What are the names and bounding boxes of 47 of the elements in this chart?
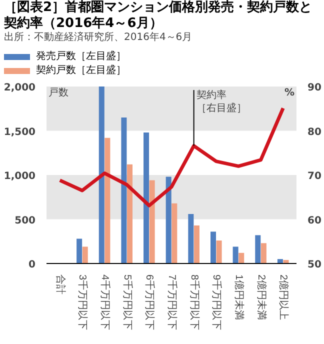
bar [98,86,104,264]
bar [127,164,133,264]
bar [277,259,283,264]
x-tick-label: 4千万円以下 [99,274,112,330]
x-tick-label: 1億円未満 [232,274,245,320]
bar [104,138,110,264]
y2-tick-label: 60 [308,216,322,227]
bar [216,240,222,264]
y-tick-label: 500 [14,216,36,227]
bar [144,132,150,264]
bar [210,232,216,264]
bar [149,180,155,264]
bar [232,246,238,264]
annotation: 契約率［右目盛］ [196,89,246,115]
y-tick-label: 1,000 [4,171,36,182]
y2-tick-label: 50 [308,260,322,271]
legend-label: 契約戸数［左目盛］ [36,64,126,78]
x-tick-label: 2億円未満 [255,274,268,320]
chart-title: ［図表2］首都圏マンション価格別発売・契約戸数と契約率（2016年4～6月） [4,0,314,32]
x-tick-label: 2億円以上 [278,274,290,320]
y-tick-label: 0 [28,260,36,271]
bar [121,118,127,264]
y2-tick-label: 90 [308,82,322,94]
bar [238,253,244,264]
x-tick-label: 8千万円以下 [188,274,200,330]
y2-tick-label: 80 [308,127,322,138]
bar [76,239,82,264]
y-axis-title: 戸数 [48,88,68,99]
x-tick-label: 7千万円以下 [166,274,178,330]
y2-tick-label: 70 [308,171,322,182]
y-tick-label: 2,000 [4,82,36,94]
chart-subtitle: 出所：不動産経済研究所、2016年4～6月 [4,32,192,44]
bar [82,246,88,264]
bar [260,243,266,264]
x-tick-label: 6千万円以下 [144,274,156,330]
bar [188,214,194,264]
x-tick-label: 5千万円以下 [121,274,134,330]
x-tick-label: 9千万円以下 [210,274,223,330]
legend-label: 発売戸数［左目盛］ [36,50,126,64]
bar [194,226,200,264]
y2-axis-title: % [284,88,295,99]
x-tick-label: 3千万円以下 [76,274,89,330]
y-tick-label: 1,500 [4,127,36,138]
bar [166,177,172,264]
bar [172,204,178,264]
bar [255,235,261,264]
x-tick-label: 合計 [54,274,66,295]
